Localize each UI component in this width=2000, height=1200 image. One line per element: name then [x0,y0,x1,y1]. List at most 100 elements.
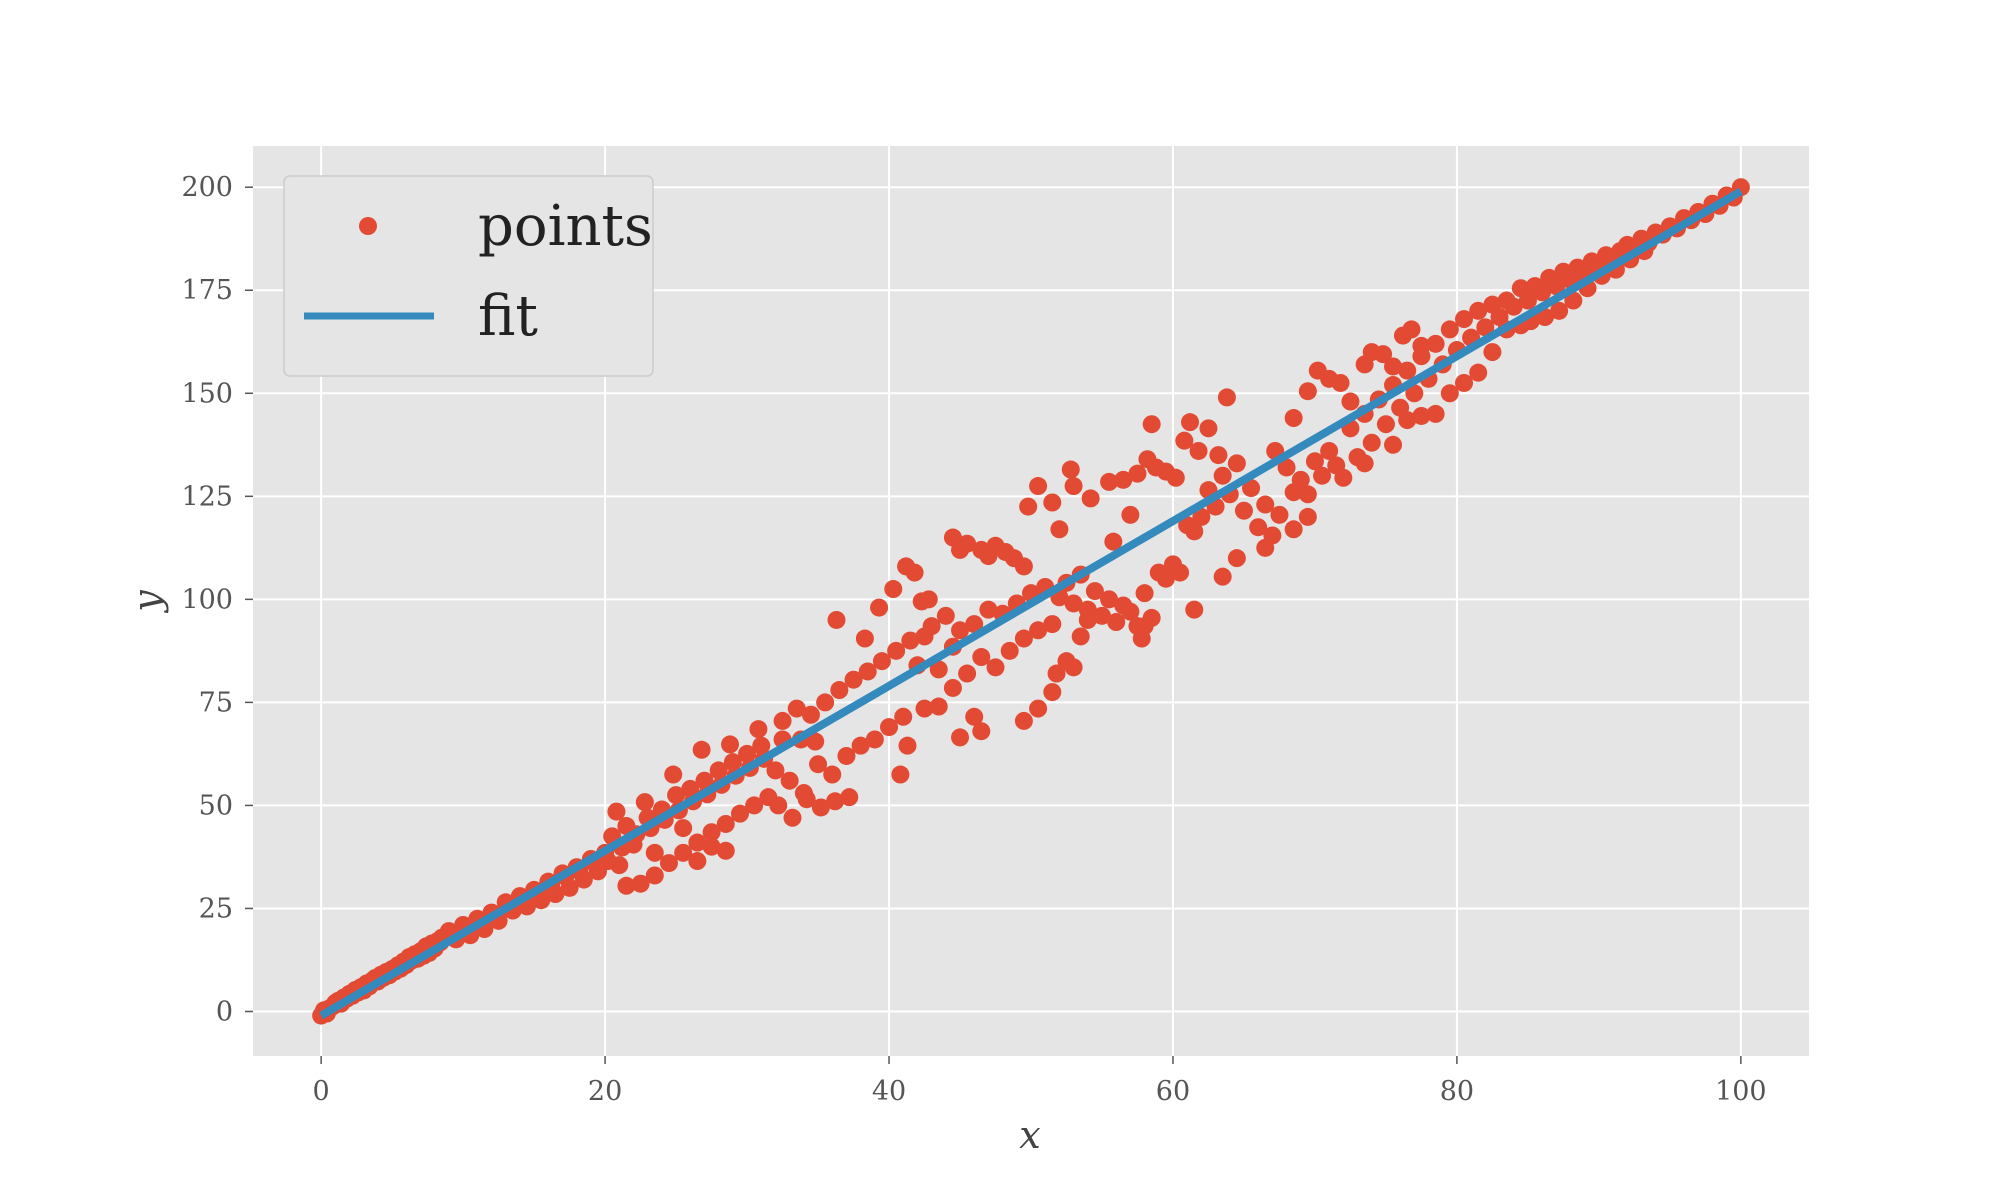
scatter-point [1298,507,1317,526]
scatter-point [1029,477,1048,496]
scatter-point [1000,641,1019,660]
scatter-point [884,580,903,599]
scatter-point [880,718,899,737]
scatter-point [692,740,711,759]
scatter-point [958,664,977,683]
scatter-point [851,736,870,755]
scatter-point [809,755,828,774]
scatter-point [1213,567,1232,586]
scatter-point [659,854,678,873]
scatter-point [1043,493,1062,512]
scatter-point [1171,563,1190,582]
y-tick-label: 0 [216,996,233,1027]
scatter-point [1047,664,1066,683]
scatter-point [965,615,984,634]
scatter-point [1227,549,1246,568]
scatter-point [1469,363,1488,382]
scatter-point [844,670,863,689]
scatter-point [1535,308,1554,327]
x-tick-label: 60 [1156,1076,1190,1107]
scatter-point [1104,532,1123,551]
scatter-point [1100,472,1119,491]
scatter-point [783,808,802,827]
legend-marker-points [359,217,377,235]
scatter-point [816,693,835,712]
scatter-point [1405,384,1424,403]
scatter-point [1402,320,1421,339]
x-tick-label: 100 [1715,1076,1767,1107]
scatter-point [716,814,735,833]
scatter-point [915,699,934,718]
scatter-point [769,796,788,815]
scatter-point [1175,431,1194,450]
scatter-point [901,631,920,650]
scatter-point [1085,582,1104,601]
scatter-point [688,852,707,871]
legend-label-fit: fit [478,284,538,349]
scatter-point [1185,522,1204,541]
scatter-point [965,707,984,726]
y-tick-label: 50 [199,790,233,821]
scatter-point [986,658,1005,677]
scatter-point [1135,584,1154,603]
scatter-point [1249,518,1268,537]
fit-series [319,187,1743,1020]
fit-line [319,187,1743,1020]
scatter-point [702,837,721,856]
legend-label-points: points [478,194,653,259]
scatter-point [607,802,626,821]
scatter-point [1376,415,1395,434]
scatter-point [1114,470,1133,489]
scatter-point [1355,454,1374,473]
scatter-point [1455,310,1474,329]
scatter-point [1166,468,1185,487]
x-axis-label: x [1019,1113,1040,1157]
scatter-point [1270,505,1289,524]
scatter-point [811,798,830,817]
scatter-point [1320,441,1339,460]
scatter-point [1029,699,1048,718]
scatter-point [979,600,998,619]
scatter-point [695,771,714,790]
scatter-point [617,876,636,895]
scatter-point [1374,345,1393,364]
scatter-point [1298,382,1317,401]
scatter-point [855,629,874,648]
scatter-point [1476,318,1495,337]
scatter-point [1533,283,1552,302]
scatter-point [951,621,970,640]
scatter-point [1064,477,1083,496]
scatter-point [664,765,683,784]
scatter-point [645,843,664,862]
scatter-point [891,765,910,784]
scatter-point [1050,520,1069,539]
scatter-point [674,843,693,862]
scatter-point [1019,497,1038,516]
scatter-point [872,652,891,671]
scatter-point [1128,464,1147,483]
scatter-point [1426,404,1445,423]
scatter-point [1284,409,1303,428]
scatter-point [1550,301,1569,320]
scatter-point [723,753,742,772]
scatter-point [674,819,693,838]
scatter-point [898,736,917,755]
scatter-point [1135,617,1154,636]
scatter-point [972,722,991,741]
scatter-point [1064,658,1083,677]
scatter-point [780,771,799,790]
scatter-point [1398,411,1417,430]
scatter-point [1121,505,1140,524]
scatter-point [1284,520,1303,539]
scatter-point [1504,297,1523,316]
scatter-point [716,841,735,860]
scatter-point [943,678,962,697]
scatter-point [1256,495,1275,514]
scatter-point [919,590,938,609]
scatter-point [1100,590,1119,609]
scatter-point [840,788,859,807]
scatter-point [1440,384,1459,403]
scatter-point [936,606,955,625]
scatter-point [766,761,785,780]
